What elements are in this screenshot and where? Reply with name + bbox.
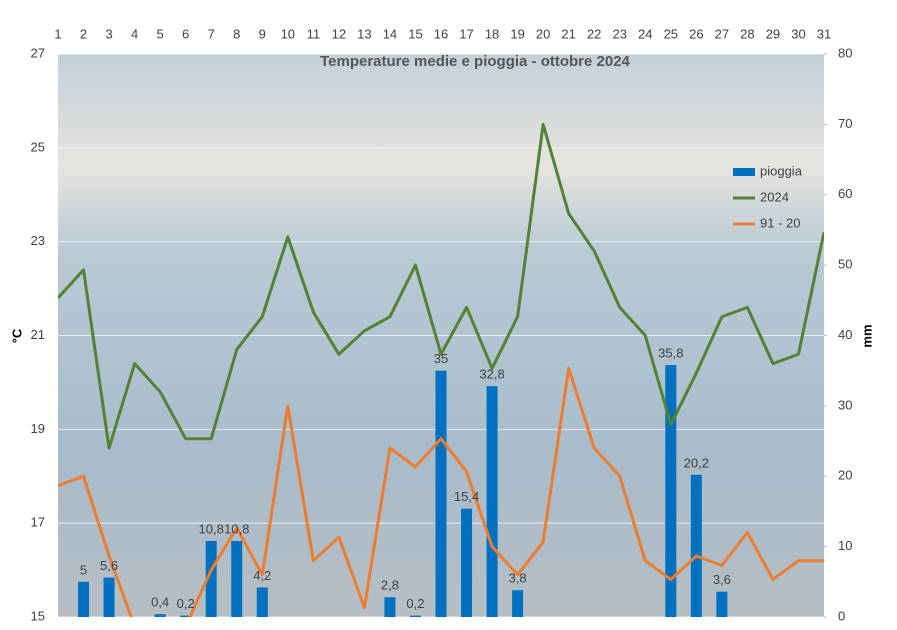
y-tick-label: 19 (31, 421, 45, 436)
x-tick-label: 19 (510, 26, 524, 41)
x-tick-label: 21 (561, 26, 575, 41)
data-label: 15,4 (454, 489, 479, 504)
line (58, 366, 824, 617)
x-tick-label: 6 (182, 26, 189, 41)
y-tick-label: 27 (31, 45, 45, 60)
y-tick-label: 25 (31, 139, 45, 154)
bar (435, 370, 447, 617)
x-tick-label: 22 (587, 26, 601, 41)
x-tick-label: 8 (233, 26, 240, 41)
data-label: 35 (434, 351, 448, 366)
y2-tick-label: 60 (838, 186, 852, 201)
data-label: 5 (80, 562, 87, 577)
x-tick-label: 31 (817, 26, 831, 41)
data-label: 4,2 (253, 568, 271, 583)
bar (690, 474, 702, 617)
data-label: 3,6 (713, 572, 731, 587)
y2-tick-label: 0 (838, 608, 845, 623)
x-tick-label: 16 (434, 26, 448, 41)
data-label: 32,8 (479, 367, 504, 382)
line (58, 122, 824, 450)
y2-tick-label: 50 (838, 257, 852, 272)
x-tick-label: 26 (689, 26, 703, 41)
x-tick-label: 12 (332, 26, 346, 41)
x-tick-label: 18 (485, 26, 499, 41)
bar (512, 590, 524, 617)
y-tick-label: 15 (31, 608, 45, 623)
data-label: 0,2 (406, 596, 424, 611)
y2-tick-label: 70 (838, 116, 852, 131)
x-tick-label: 3 (105, 26, 112, 41)
data-label: 20,2 (684, 455, 709, 470)
x-tick-label: 2 (80, 26, 87, 41)
bar (665, 365, 677, 617)
bar (461, 508, 473, 617)
x-tick-label: 17 (459, 26, 473, 41)
x-tick-label: 23 (612, 26, 626, 41)
y-tick-label: 17 (31, 515, 45, 530)
x-tick-label: 9 (259, 26, 266, 41)
data-label: 3,8 (509, 571, 527, 586)
y2-tick-label: 30 (838, 397, 852, 412)
chart-title: Temperature medie e pioggia - ottobre 20… (320, 53, 630, 70)
x-tick-label: 10 (281, 26, 295, 41)
data-label: 5,6 (100, 558, 118, 573)
bar (78, 581, 90, 617)
bar (154, 614, 166, 617)
y2-tick-label: 20 (838, 468, 852, 483)
plot (58, 122, 824, 617)
x-tick-label: 24 (638, 26, 652, 41)
y-tick-label: 23 (31, 233, 45, 248)
x-tick-label: 13 (357, 26, 371, 41)
data-label: 10,8 (199, 521, 224, 536)
bar (231, 540, 243, 617)
x-tick-label: 14 (383, 26, 397, 41)
data-label: 0,4 (151, 595, 169, 610)
bar (486, 386, 498, 617)
legend-swatch (733, 168, 755, 176)
bar (409, 615, 421, 617)
x-tick-label: 11 (307, 26, 321, 41)
y2-tick-label: 80 (838, 45, 852, 60)
legend-label: 91 - 20 (760, 215, 800, 230)
x-tick-label: 29 (766, 26, 780, 41)
y-axis-label: °C (9, 328, 24, 343)
bar (103, 577, 115, 617)
x-tick-label: 1 (54, 26, 61, 41)
x-tick-label: 15 (408, 26, 422, 41)
legend-label: pioggia (760, 163, 803, 178)
bar (256, 587, 268, 617)
bar (180, 615, 192, 617)
bar (384, 597, 396, 617)
y2-tick-label: 40 (838, 327, 852, 342)
legend-label: 2024 (760, 189, 789, 204)
data-label: 0,2 (177, 596, 195, 611)
data-label: 2,8 (381, 578, 399, 593)
x-tick-label: 27 (715, 26, 729, 41)
y2-axis-label: mm (859, 324, 874, 347)
bar (205, 540, 217, 617)
x-tick-label: 7 (208, 26, 215, 41)
x-tick-label: 25 (664, 26, 678, 41)
x-tick-label: 28 (740, 26, 754, 41)
x-tick-label: 30 (791, 26, 805, 41)
data-label: 35,8 (658, 345, 683, 360)
bar (716, 591, 728, 617)
x-tick-label: 20 (536, 26, 550, 41)
x-tick-label: 5 (157, 26, 164, 41)
x-tick-label: 4 (131, 26, 138, 41)
y-tick-label: 21 (31, 327, 45, 342)
y2-tick-label: 10 (838, 538, 852, 553)
data-label: 10,8 (224, 521, 249, 536)
